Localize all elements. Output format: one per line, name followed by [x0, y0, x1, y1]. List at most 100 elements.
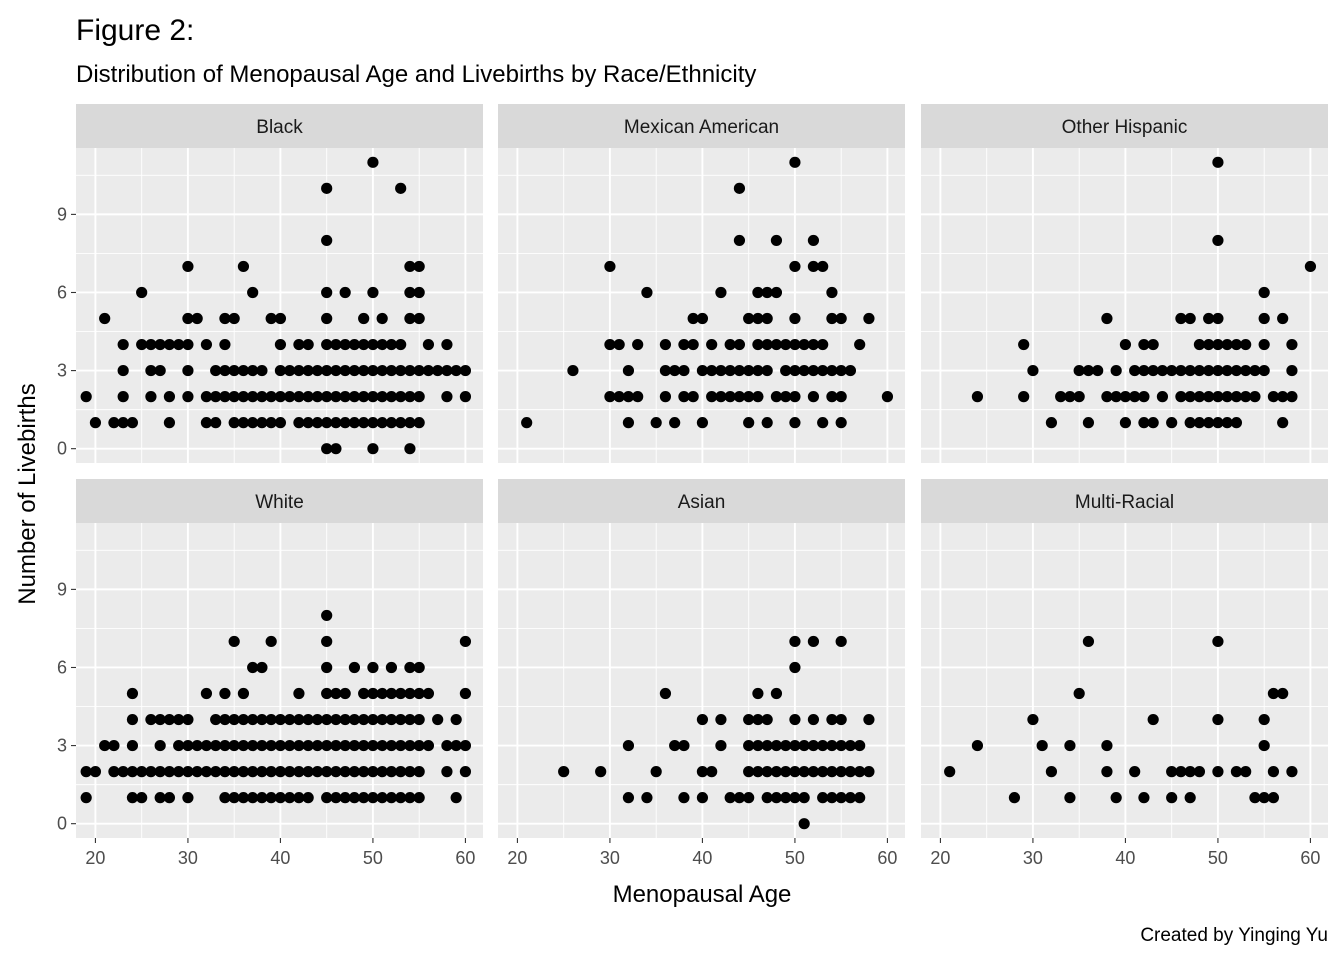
data-point: [604, 338, 616, 351]
data-point: [659, 687, 672, 700]
x-tick-label: 60: [455, 848, 475, 868]
data-point: [376, 338, 388, 351]
data-point: [669, 417, 681, 429]
data-point: [1267, 687, 1280, 700]
data-point: [385, 739, 398, 752]
data-point: [1175, 391, 1187, 403]
data-point: [743, 391, 755, 403]
data-point: [789, 766, 801, 778]
facet-strip: [498, 479, 905, 523]
data-point: [1101, 391, 1113, 403]
data-point: [817, 338, 829, 351]
data-point: [321, 661, 333, 674]
data-point: [274, 417, 287, 429]
data-point: [780, 364, 792, 377]
data-point: [1147, 338, 1159, 351]
data-point: [274, 713, 287, 726]
data-point: [117, 417, 129, 429]
data-point: [1064, 739, 1076, 752]
data-point: [1138, 792, 1150, 804]
data-point: [789, 739, 801, 752]
data-point: [80, 391, 92, 403]
data-point: [247, 661, 259, 674]
x-tick-label: 60: [877, 848, 897, 868]
data-point: [743, 312, 755, 325]
data-point: [1184, 312, 1196, 325]
data-point: [321, 286, 333, 299]
data-point: [311, 713, 324, 726]
facet-strip-label: Black: [256, 117, 303, 138]
data-point: [854, 766, 866, 778]
data-point: [256, 766, 268, 778]
data-point: [173, 766, 185, 778]
data-point: [1203, 364, 1215, 377]
data-point: [247, 391, 259, 403]
data-point: [1184, 391, 1196, 403]
data-point: [835, 635, 847, 648]
data-point: [376, 391, 388, 403]
data-point: [1212, 713, 1224, 726]
data-point: [395, 417, 407, 429]
data-point: [459, 391, 472, 403]
data-point: [780, 739, 792, 752]
data-point: [274, 739, 287, 752]
data-point: [376, 364, 388, 377]
data-point: [182, 338, 194, 351]
data-point: [752, 391, 764, 403]
data-point: [1240, 338, 1252, 351]
data-point: [1212, 364, 1224, 377]
data-point: [404, 286, 416, 299]
data-point: [1258, 364, 1270, 377]
data-point: [89, 766, 102, 778]
data-point: [1036, 739, 1048, 752]
data-point: [1193, 766, 1206, 778]
data-point: [182, 713, 194, 726]
data-point: [385, 364, 398, 377]
data-point: [613, 338, 625, 351]
data-point: [348, 766, 361, 778]
data-point: [330, 739, 342, 752]
data-point: [1129, 391, 1141, 403]
data-point: [1212, 766, 1224, 778]
data-point: [404, 687, 416, 700]
data-point: [1101, 312, 1113, 325]
data-point: [1230, 391, 1243, 403]
data-point: [1258, 792, 1270, 804]
data-point: [330, 713, 342, 726]
data-point: [844, 364, 857, 377]
data-point: [733, 182, 746, 194]
data-point: [752, 312, 764, 325]
data-point: [293, 364, 305, 377]
data-point: [1240, 364, 1252, 377]
data-point: [330, 687, 342, 700]
data-point: [1221, 417, 1233, 429]
data-point: [1138, 338, 1150, 351]
data-point: [117, 364, 129, 377]
facet-panel: Asian 20 30 40 50 60: [498, 479, 905, 868]
data-point: [293, 713, 305, 726]
data-point: [789, 391, 801, 403]
chart-subtitle: Distribution of Menopausal Age and Liveb…: [76, 61, 756, 88]
data-point: [1101, 766, 1113, 778]
data-point: [817, 792, 829, 804]
data-point: [145, 766, 157, 778]
data-point: [247, 286, 259, 299]
data-point: [358, 739, 370, 752]
data-point: [395, 766, 407, 778]
chart-caption: Created by Yinging Yu: [1140, 925, 1328, 946]
data-point: [835, 417, 847, 429]
data-point: [1277, 312, 1289, 325]
data-point: [108, 766, 120, 778]
data-point: [173, 713, 185, 726]
data-point: [339, 338, 351, 351]
data-point: [126, 417, 139, 429]
data-point: [687, 391, 699, 403]
y-tick-label: 0: [57, 439, 67, 459]
data-point: [321, 713, 333, 726]
data-point: [376, 739, 388, 752]
data-point: [237, 687, 250, 700]
data-point: [422, 739, 435, 752]
data-point: [367, 443, 379, 455]
facet-strip: [498, 104, 905, 148]
data-point: [1018, 338, 1030, 351]
